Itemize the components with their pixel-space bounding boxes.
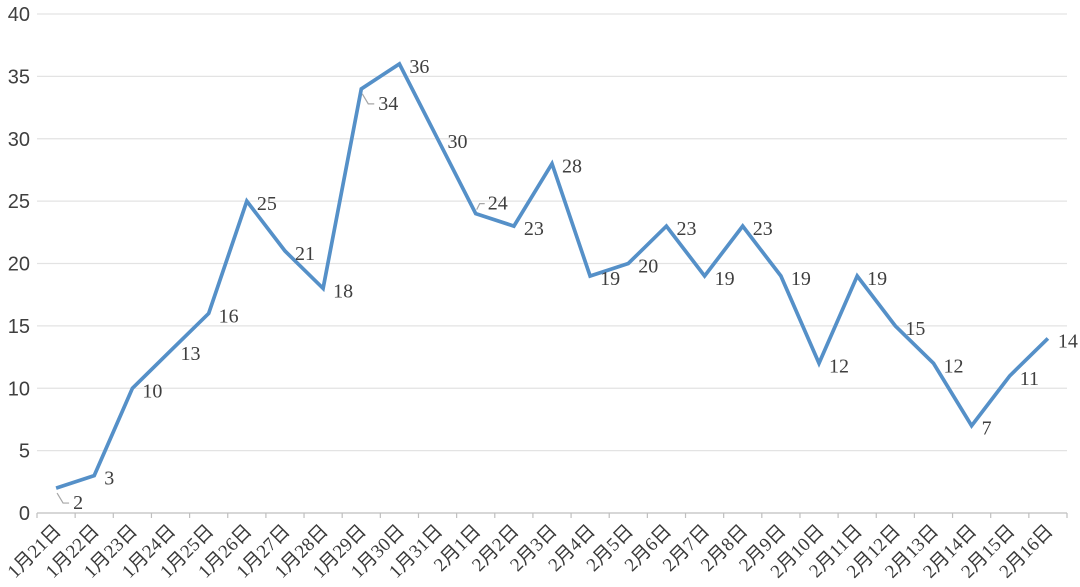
series-line xyxy=(55,61,1050,490)
data-point-label: 18 xyxy=(333,280,353,302)
y-axis-tick-label: 5 xyxy=(19,441,30,463)
data-point-label: 15 xyxy=(905,318,925,340)
data-point-label: 19 xyxy=(791,268,811,290)
label-leader-line xyxy=(476,203,485,210)
y-axis-tick-label: 40 xyxy=(8,4,30,26)
data-point-label: 23 xyxy=(676,218,696,240)
y-axis-tick-label: 35 xyxy=(8,66,30,88)
data-point-label: 19 xyxy=(715,268,735,290)
data-point-label: 13 xyxy=(181,343,201,365)
data-point-label: 7 xyxy=(982,418,992,440)
data-point-label: 2 xyxy=(73,492,83,514)
data-point-label: 19 xyxy=(600,268,620,290)
data-point-label: 25 xyxy=(257,193,277,215)
data-point-label: 21 xyxy=(295,243,315,265)
data-point-label: 23 xyxy=(524,218,544,240)
y-axis-tick-label: 0 xyxy=(19,503,30,525)
data-point-label: 11 xyxy=(1020,368,1039,390)
y-axis-tick-label: 25 xyxy=(8,191,30,213)
data-point-label: 12 xyxy=(943,355,963,377)
y-axis-tick-label: 20 xyxy=(8,254,30,276)
data-point-label: 36 xyxy=(409,56,429,78)
data-point-label: 19 xyxy=(867,268,887,290)
data-point-label: 30 xyxy=(448,131,468,153)
data-point-label: 28 xyxy=(562,156,582,178)
data-point-label: 14 xyxy=(1058,330,1078,352)
data-point-label: 20 xyxy=(638,256,658,278)
data-point-label: 3 xyxy=(104,468,114,490)
label-leader-line xyxy=(56,492,70,504)
data-point-label: 10 xyxy=(142,380,162,402)
data-point-label: 16 xyxy=(219,305,239,327)
data-point-label: 12 xyxy=(829,355,849,377)
y-axis-tick-label: 10 xyxy=(8,378,30,400)
data-point-label: 23 xyxy=(753,218,773,240)
y-axis-tick-label: 15 xyxy=(8,316,30,338)
y-axis-tick-label: 30 xyxy=(8,129,30,151)
label-leader-line xyxy=(361,93,375,105)
data-point-label: 34 xyxy=(378,93,398,115)
data-point-label: 24 xyxy=(488,193,508,215)
